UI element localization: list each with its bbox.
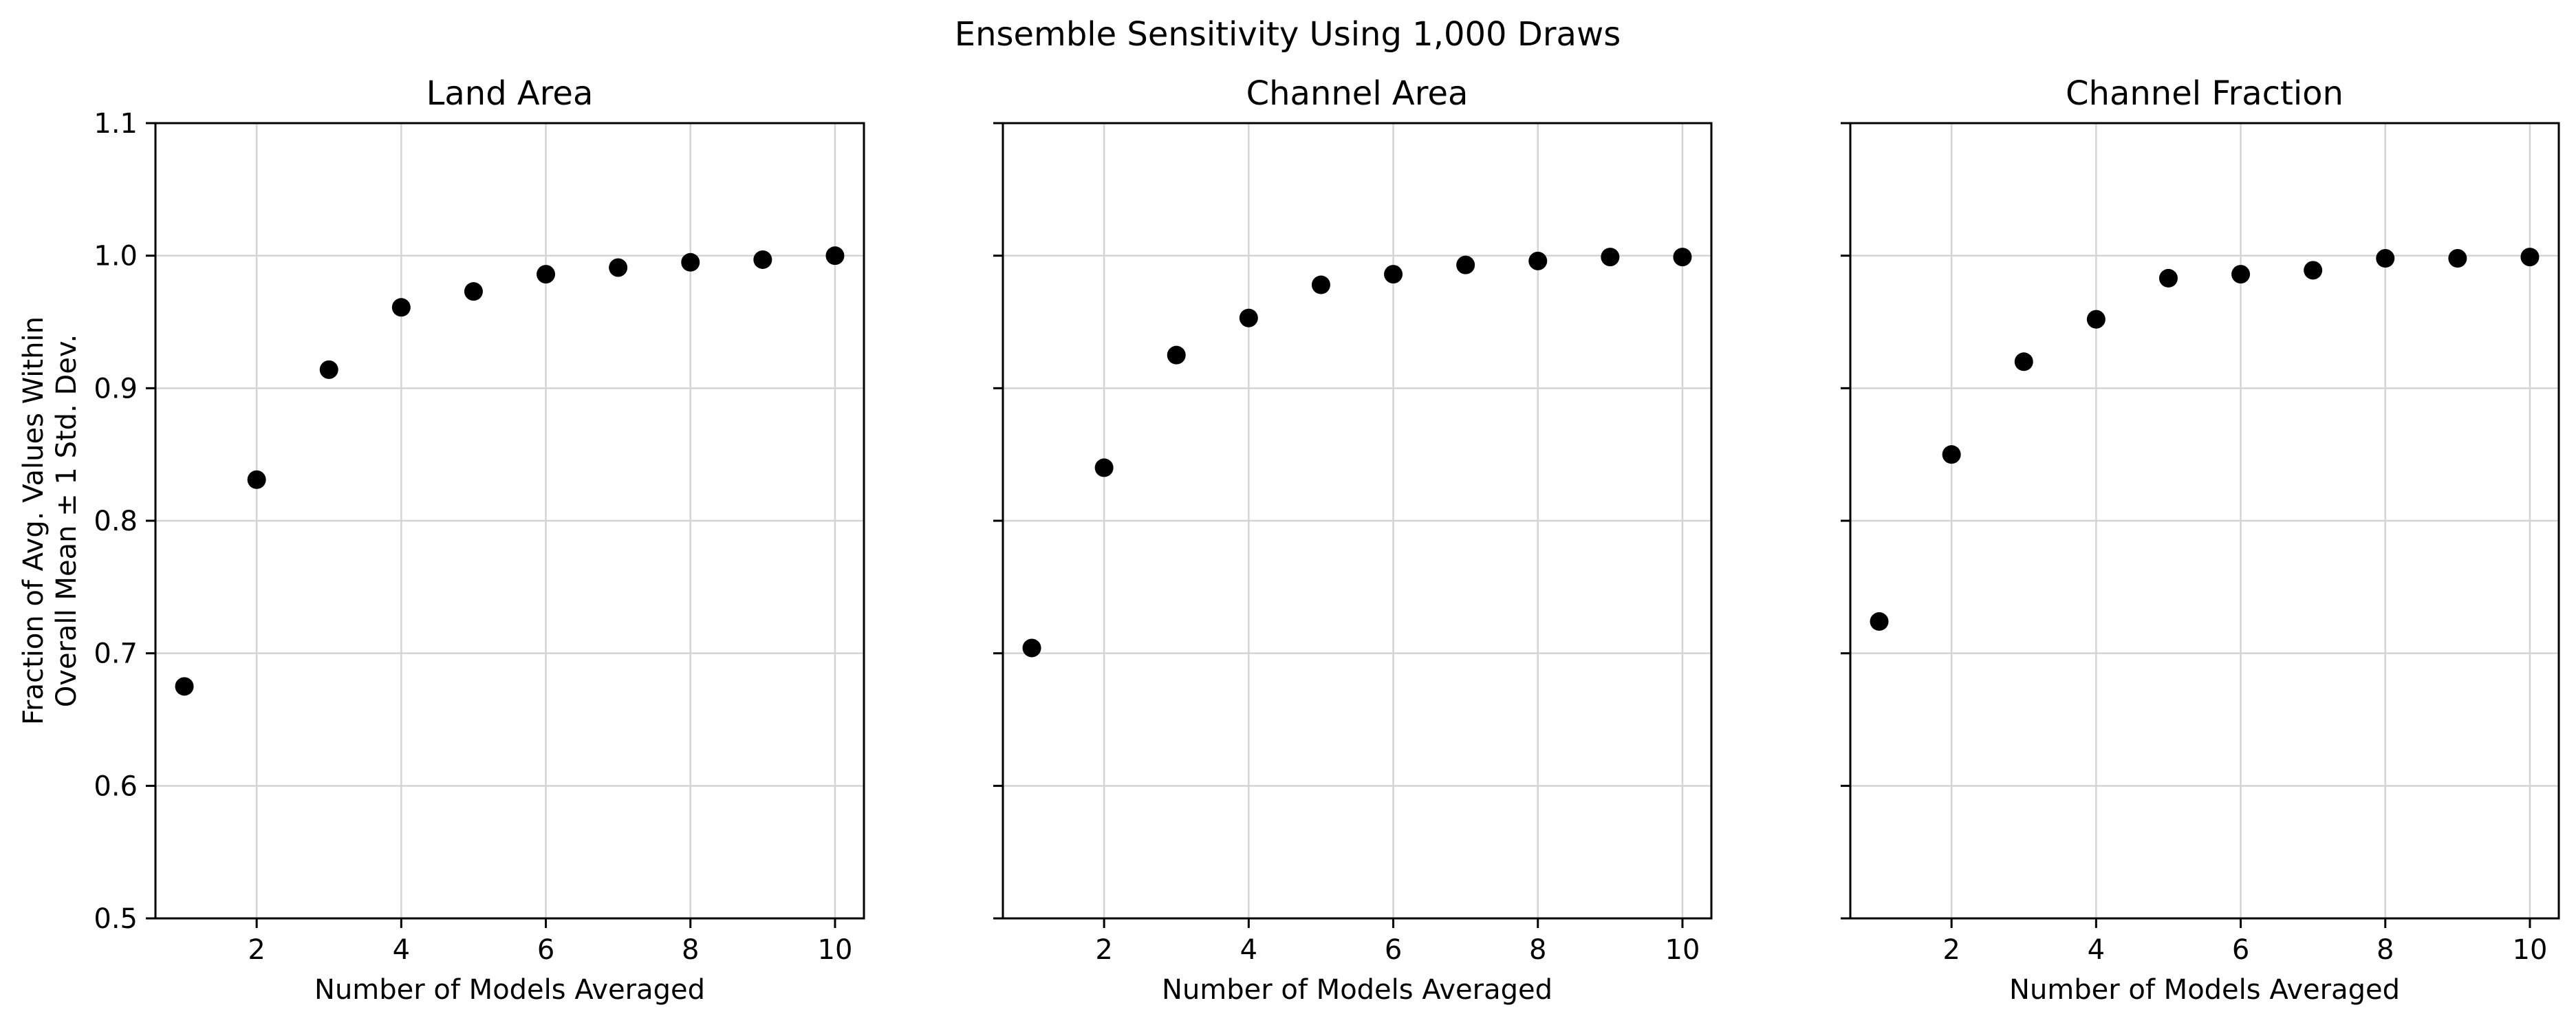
data-point	[753, 250, 772, 269]
data-point	[1601, 248, 1620, 267]
data-point	[1528, 251, 1548, 270]
figure-title: Ensemble Sensitivity Using 1,000 Draws	[955, 15, 1621, 54]
x-tick-label: 6	[1385, 934, 1402, 966]
x-tick-label: 4	[2088, 934, 2105, 966]
x-tick-label: 4	[1240, 934, 1257, 966]
data-point	[2520, 248, 2540, 267]
data-point	[1384, 265, 1403, 284]
x-tick-label: 8	[1529, 934, 1546, 966]
x-tick-label: 2	[1942, 934, 1960, 966]
data-point	[1167, 345, 1186, 365]
data-point	[2086, 310, 2106, 329]
y-axis-label: Fraction of Avg. Values WithinOverall Me…	[18, 316, 83, 725]
y-tick-label: 0.8	[94, 506, 138, 537]
chart-panel: 2 4 6 8 10 Channel Fraction Number of Models A…	[1841, 74, 2560, 1006]
x-tick-label: 8	[682, 934, 699, 966]
data-point	[1311, 275, 1330, 294]
data-point	[2158, 268, 2178, 288]
x-axis-label: Number of Models Averaged	[314, 974, 705, 1006]
data-point	[2304, 261, 2323, 280]
panel-title: Land Area	[426, 74, 594, 113]
x-tick-label: 10	[1665, 934, 1700, 966]
panel-title: Channel Fraction	[2066, 74, 2344, 113]
y-tick-label: 0.7	[94, 638, 138, 670]
data-point	[1673, 248, 1692, 267]
data-point	[2376, 249, 2395, 268]
data-point	[609, 258, 628, 277]
x-tick-label: 8	[2377, 934, 2394, 966]
data-point	[2448, 249, 2467, 268]
y-tick-label: 0.5	[94, 903, 138, 935]
panels: 2 4 6 8 10 0.5 0.6 0.7 0.8 0.9 1.0 1.1 Land Area Numb…	[18, 74, 2560, 1006]
x-axis-label: Number of Models Averaged	[1162, 974, 1552, 1006]
data-point	[2231, 265, 2251, 284]
y-axis-label-line: Fraction of Avg. Values Within	[18, 316, 50, 725]
data-point	[825, 246, 845, 266]
data-point	[681, 252, 700, 272]
x-tick-label: 2	[1095, 934, 1112, 966]
data-point	[1942, 445, 1961, 464]
x-tick-label: 10	[818, 934, 853, 966]
y-tick-label: 0.6	[94, 770, 138, 802]
x-axis-label: Number of Models Averaged	[2009, 974, 2400, 1006]
data-point	[2014, 352, 2033, 371]
data-point	[391, 298, 411, 317]
y-tick-label: 1.0	[94, 241, 138, 272]
y-tick-label: 1.1	[94, 108, 138, 140]
y-axis-label-line: Overall Mean ± 1 Std. Dev.	[51, 334, 83, 707]
data-point	[1239, 308, 1258, 327]
chart-panel: 2 4 6 8 10 Channel Area Number of Models Avera…	[993, 74, 1713, 1006]
panel-title: Channel Area	[1246, 74, 1469, 113]
data-point	[1022, 638, 1041, 658]
data-point	[1870, 612, 1889, 631]
x-tick-label: 6	[537, 934, 554, 966]
x-tick-label: 10	[2513, 934, 2548, 966]
x-tick-label: 4	[393, 934, 410, 966]
data-point	[1094, 458, 1114, 477]
data-point	[1456, 255, 1475, 274]
y-tick-label: 0.9	[94, 373, 138, 404]
chart-panel: 2 4 6 8 10 0.5 0.6 0.7 0.8 0.9 1.0 1.1 Land Area Numb…	[18, 74, 865, 1006]
data-point	[247, 470, 266, 489]
data-point	[319, 360, 338, 379]
data-point	[537, 265, 556, 284]
data-point	[464, 282, 483, 301]
x-tick-label: 2	[248, 934, 265, 966]
x-tick-label: 6	[2232, 934, 2249, 966]
data-point	[175, 677, 194, 696]
